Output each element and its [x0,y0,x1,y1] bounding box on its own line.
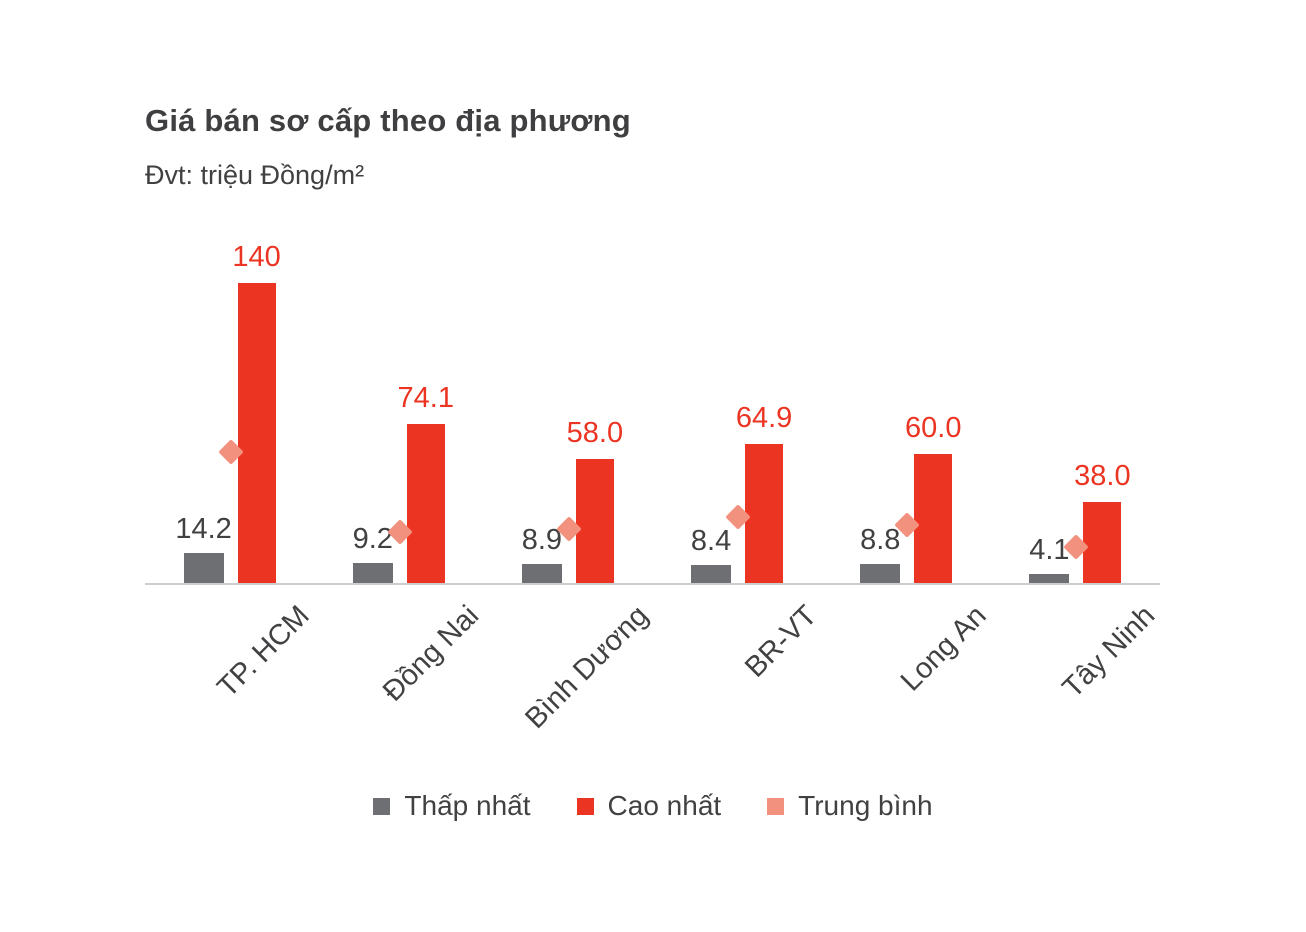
chart-unit-label: Đvt: triệu Đồng/m² [145,160,365,190]
x-axis-label-3: BR-VT [739,599,824,684]
x-axis-label-5: Tây Ninh [1056,599,1162,705]
value-label-thap-nhat-3: 8.4 [690,525,732,557]
x-axis-line [145,583,1160,585]
bar-thap-nhat-5 [1029,574,1070,583]
x-axis-label-4: Long An [894,599,993,698]
legend-label-cao-nhat: Cao nhất [607,790,722,821]
bar-cao-nhat-1 [406,424,445,583]
legend-label-trung-binh: Trung bình [798,790,933,821]
value-label-thap-nhat-1: 9.2 [352,523,393,556]
bar-thap-nhat-1 [352,563,393,583]
legend-item-thap-nhat: Thấp nhất [373,790,531,822]
bar-cao-nhat-5 [1083,501,1122,583]
value-label-thap-nhat-2: 8.9 [521,523,563,556]
bar-thap-nhat-4 [860,564,901,583]
bar-thap-nhat-0 [183,552,224,583]
legend-swatch-thap-nhat [373,797,391,815]
legend-label-thap-nhat: Thấp nhất [404,790,531,821]
value-label-cao-nhat-1: 74.1 [397,382,454,415]
legend-swatch-cao-nhat [576,797,594,815]
value-label-thap-nhat-5: 4.1 [1029,534,1070,567]
legend-item-trung-binh: Trung bình [767,790,933,822]
value-label-thap-nhat-4: 8.8 [860,524,901,557]
value-label-cao-nhat-5: 38.0 [1074,459,1131,492]
bar-cao-nhat-4 [914,454,953,583]
value-label-cao-nhat-0: 140 [232,241,281,273]
bar-cao-nhat-2 [575,458,614,583]
bar-thap-nhat-2 [521,563,562,583]
bar-cao-nhat-0 [237,283,276,583]
value-label-cao-nhat-2: 58.0 [566,416,624,449]
bar-thap-nhat-3 [691,565,732,583]
legend-item-cao-nhat: Cao nhất [576,790,722,822]
value-label-thap-nhat-0: 14.2 [175,512,232,545]
x-axis-label-0: TP. HCM [211,599,316,704]
legend: Thấp nhất Cao nhất Trung bình [0,790,1306,822]
bar-cao-nhat-3 [745,443,784,583]
plot-area: 14.2 140 TP. HCM 9.2 74.1 Đồng Nai 8.9 58.0 Bình… [145,225,1162,735]
value-label-cao-nhat-4: 60.0 [905,412,962,445]
value-label-cao-nhat-3: 64.9 [735,401,793,434]
x-axis-label-1: Đồng Nai [376,599,485,708]
chart-title: Giá bán sơ cấp theo địa phương [145,103,631,138]
x-axis-label-2: Bình Dương [518,599,655,735]
legend-swatch-trung-binh [767,797,785,815]
